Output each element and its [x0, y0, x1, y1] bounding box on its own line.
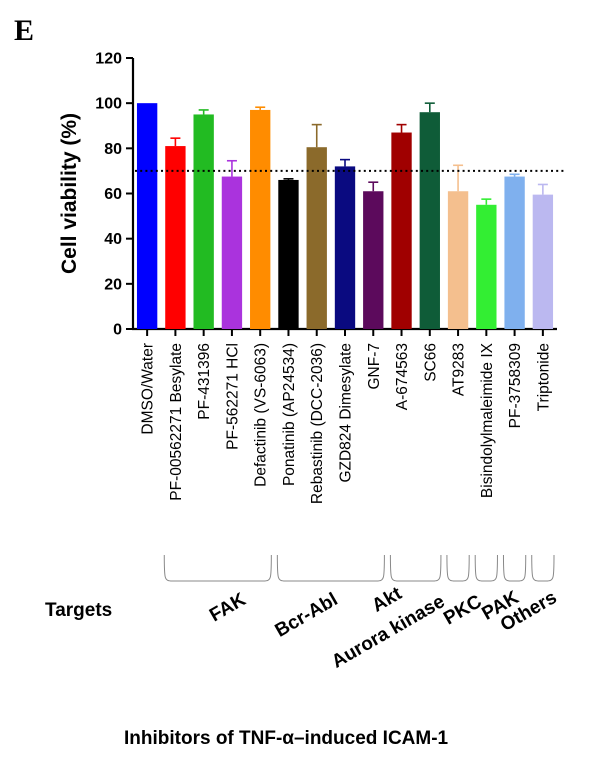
- group-bracket-0: [163, 554, 272, 582]
- bar-7: [334, 166, 356, 329]
- group-bracket-5: [502, 554, 527, 582]
- bar-11: [447, 191, 469, 329]
- bar-2: [193, 114, 214, 329]
- bar-12: [476, 204, 497, 329]
- category-label-0: DMSO/Water: [140, 343, 157, 435]
- bar-6: [306, 147, 327, 329]
- bar-9: [391, 132, 412, 329]
- category-label-3: PF-562271 HCl: [224, 343, 241, 450]
- group-bracket-4: [474, 554, 498, 582]
- category-label-9: A-674563: [394, 343, 411, 410]
- group-label-1: Bcr-Abl: [272, 589, 342, 641]
- bar-8: [363, 191, 384, 329]
- footer-title: Inhibitors of TNF-α–induced ICAM-1: [124, 728, 449, 749]
- bars-group: [136, 103, 554, 330]
- category-label-2: PF-431396: [196, 343, 213, 420]
- y-tick-label: 20: [104, 276, 122, 293]
- y-tick-label: 120: [95, 51, 122, 68]
- panel-letter: E: [14, 14, 34, 47]
- category-label-11: AT9283: [451, 343, 468, 396]
- group-bracket-6: [531, 554, 555, 582]
- y-tick-label: 0: [113, 322, 122, 339]
- group-brackets: [163, 554, 555, 582]
- category-label-12: Bisindolylmaleimide IX: [479, 342, 496, 498]
- group-label-2: Akt: [368, 583, 406, 617]
- targets-title: Targets: [45, 600, 112, 621]
- group-bracket-2: [389, 554, 442, 582]
- category-label-6: Rebastinib (DCC-2036): [309, 343, 326, 504]
- group-bracket-1: [276, 554, 385, 582]
- bar-14: [532, 194, 554, 329]
- bar-3: [221, 176, 243, 329]
- category-label-4: Defactinib (VS-6063): [253, 343, 270, 487]
- category-label-10: SC66: [422, 343, 439, 382]
- y-tick-label: 40: [104, 231, 122, 248]
- group-label-4: PKC: [440, 591, 485, 629]
- y-tick-label: 100: [95, 96, 122, 113]
- bar-5: [278, 179, 299, 329]
- bar-4: [250, 109, 271, 329]
- category-label-1: PF-00562271 Besylate: [168, 343, 185, 501]
- category-label-5: Ponatinib (AP24534): [281, 343, 298, 486]
- y-tick-label: 60: [104, 186, 122, 203]
- bar-10: [419, 112, 440, 329]
- bar-1: [165, 146, 186, 329]
- bar-13: [504, 176, 525, 329]
- y-axis-label: Cell viability (%): [58, 113, 81, 274]
- category-label-7: GZD824 Dimesylate: [338, 343, 355, 483]
- bar-0: [136, 103, 158, 330]
- category-label-8: GNF-7: [366, 343, 383, 390]
- category-label-14: Triptonide: [535, 343, 552, 411]
- category-labels: DMSO/Water PF-00562271 Besylate PF-431396 P…: [140, 342, 553, 504]
- category-label-13: PF-3758309: [507, 343, 524, 428]
- group-label-0: FAK: [206, 589, 250, 626]
- y-tick-label: 80: [104, 141, 122, 158]
- group-bracket-3: [446, 554, 470, 582]
- error-bars-group: [170, 102, 548, 205]
